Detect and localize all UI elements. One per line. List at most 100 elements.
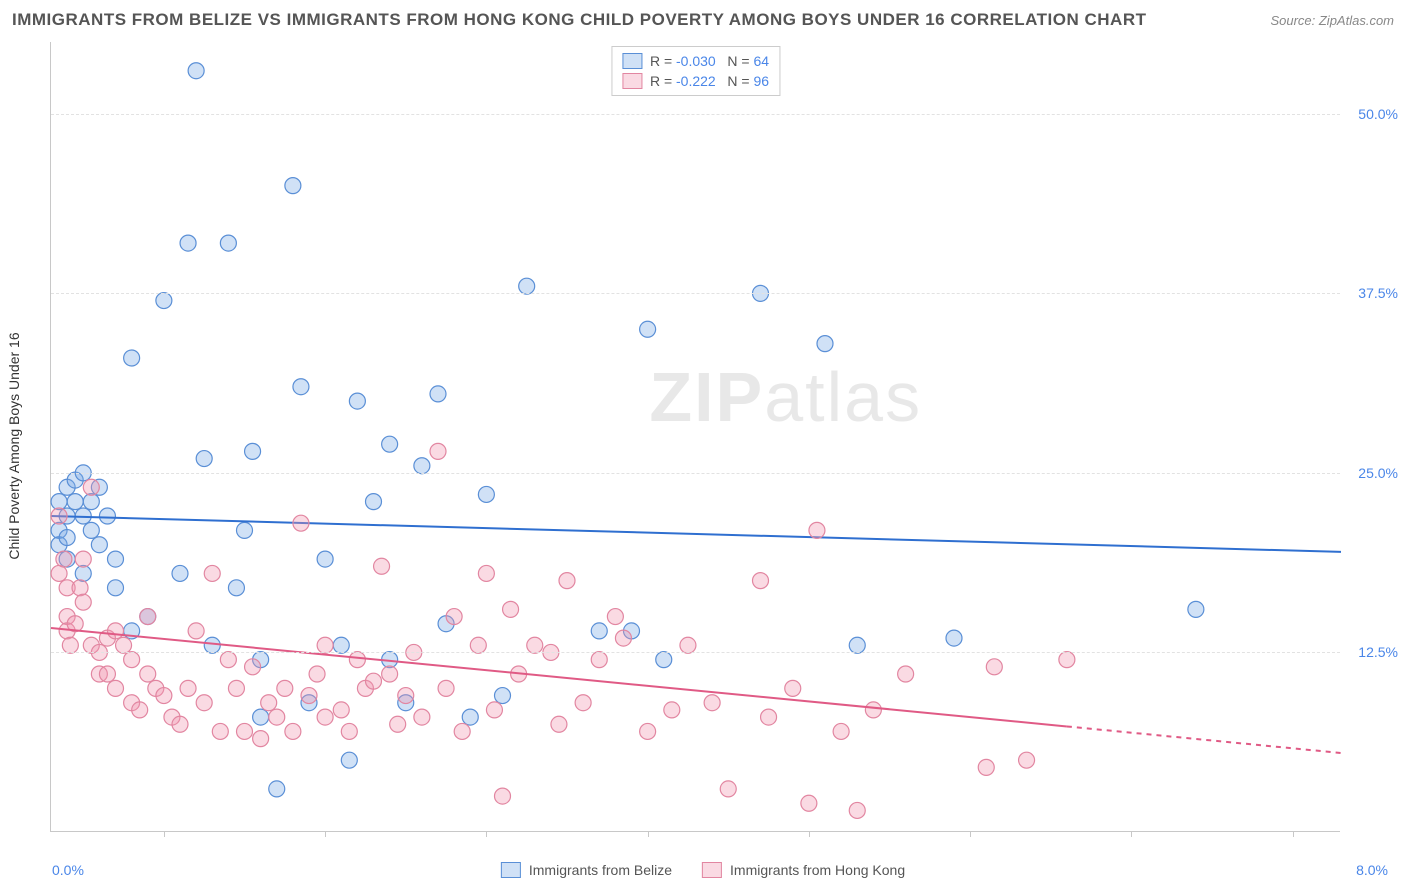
x-tick [486, 831, 487, 837]
scatter-point [761, 709, 777, 725]
scatter-point [615, 630, 631, 646]
scatter-point [99, 508, 115, 524]
scatter-point [237, 522, 253, 538]
scatter-point [204, 565, 220, 581]
scatter-point [108, 551, 124, 567]
scatter-point [978, 759, 994, 775]
scatter-point [253, 731, 269, 747]
scatter-point [83, 479, 99, 495]
scatter-point [124, 652, 140, 668]
scatter-point [833, 723, 849, 739]
scatter-point [454, 723, 470, 739]
legend-correlation-text: R = -0.222 N = 96 [650, 73, 769, 89]
scatter-point [591, 623, 607, 639]
scatter-svg [51, 42, 1340, 831]
scatter-point [591, 652, 607, 668]
scatter-point [140, 609, 156, 625]
scatter-point [680, 637, 696, 653]
scatter-point [430, 386, 446, 402]
x-tick [970, 831, 971, 837]
scatter-point [317, 637, 333, 653]
scatter-point [172, 565, 188, 581]
scatter-point [293, 379, 309, 395]
trend-line-dashed [1067, 726, 1341, 753]
scatter-point [188, 63, 204, 79]
legend-series-item: Immigrants from Hong Kong [702, 862, 905, 878]
legend-series: Immigrants from Belize Immigrants from Ho… [501, 862, 905, 878]
scatter-point [640, 321, 656, 337]
scatter-point [946, 630, 962, 646]
scatter-point [72, 580, 88, 596]
x-tick [1293, 831, 1294, 837]
scatter-point [67, 494, 83, 510]
scatter-point [849, 802, 865, 818]
gridline [51, 652, 1340, 653]
scatter-point [382, 666, 398, 682]
scatter-point [366, 673, 382, 689]
scatter-point [414, 709, 430, 725]
legend-series-label: Immigrants from Belize [529, 862, 672, 878]
scatter-point [237, 723, 253, 739]
scatter-point [172, 716, 188, 732]
scatter-point [390, 716, 406, 732]
scatter-point [341, 723, 357, 739]
scatter-point [59, 530, 75, 546]
scatter-point [317, 709, 333, 725]
scatter-point [551, 716, 567, 732]
x-tick [809, 831, 810, 837]
scatter-point [156, 688, 172, 704]
scatter-point [438, 680, 454, 696]
chart-source: Source: ZipAtlas.com [1270, 13, 1394, 28]
scatter-point [527, 637, 543, 653]
scatter-point [62, 637, 78, 653]
scatter-point [204, 637, 220, 653]
scatter-point [986, 659, 1002, 675]
scatter-point [1019, 752, 1035, 768]
chart-plot-area: ZIPatlas R = -0.030 N = 64R = -0.222 N =… [50, 42, 1340, 832]
scatter-point [801, 795, 817, 811]
gridline [51, 114, 1340, 115]
x-axis-max-label: 8.0% [1356, 862, 1388, 878]
legend-series-item: Immigrants from Belize [501, 862, 672, 878]
scatter-point [333, 637, 349, 653]
trend-line [51, 628, 1067, 726]
x-tick [648, 831, 649, 837]
scatter-point [333, 702, 349, 718]
legend-correlation-row: R = -0.222 N = 96 [622, 71, 769, 91]
scatter-point [495, 688, 511, 704]
scatter-point [75, 551, 91, 567]
scatter-point [430, 443, 446, 459]
scatter-point [478, 486, 494, 502]
scatter-point [156, 293, 172, 309]
scatter-point [269, 709, 285, 725]
scatter-point [374, 558, 390, 574]
scatter-point [495, 788, 511, 804]
x-tick [164, 831, 165, 837]
y-axis-label: Child Poverty Among Boys Under 16 [6, 332, 22, 559]
chart-header: IMMIGRANTS FROM BELIZE VS IMMIGRANTS FRO… [12, 10, 1394, 30]
scatter-point [220, 652, 236, 668]
scatter-point [228, 680, 244, 696]
scatter-point [228, 580, 244, 596]
scatter-point [91, 537, 107, 553]
scatter-point [785, 680, 801, 696]
legend-swatch [622, 73, 642, 89]
scatter-point [99, 666, 115, 682]
y-tick-label: 37.5% [1358, 285, 1398, 301]
scatter-point [108, 623, 124, 639]
scatter-point [664, 702, 680, 718]
y-tick-label: 12.5% [1358, 644, 1398, 660]
scatter-point [51, 508, 67, 524]
scatter-point [849, 637, 865, 653]
scatter-point [180, 235, 196, 251]
x-tick [1131, 831, 1132, 837]
scatter-point [478, 565, 494, 581]
scatter-point [269, 781, 285, 797]
scatter-point [656, 652, 672, 668]
scatter-point [285, 723, 301, 739]
scatter-point [607, 609, 623, 625]
scatter-point [188, 623, 204, 639]
legend-swatch [622, 53, 642, 69]
scatter-point [196, 695, 212, 711]
scatter-point [575, 695, 591, 711]
